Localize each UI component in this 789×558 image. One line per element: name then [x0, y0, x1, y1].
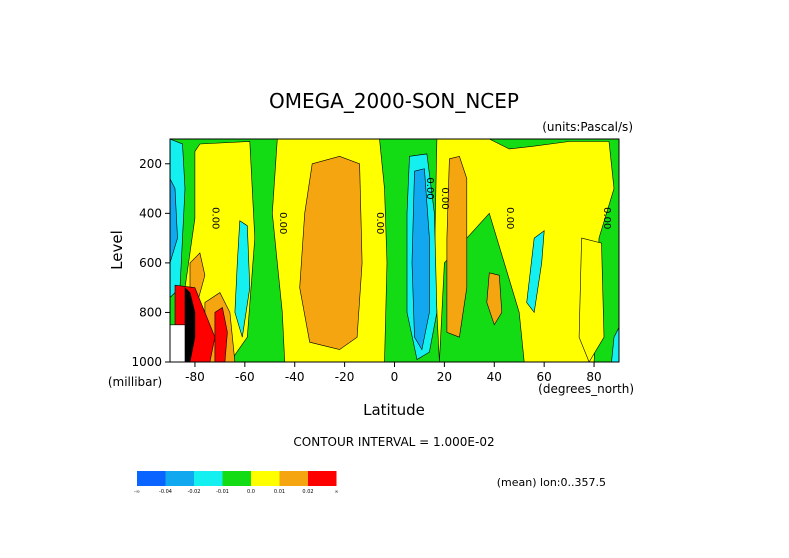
mean-text: (mean) lon:0..357.5 [497, 476, 606, 489]
contour-label: 0.00 [601, 207, 612, 229]
colorbar-bin [222, 471, 251, 486]
x-tick-label: -20 [335, 370, 355, 384]
chart-title: OMEGA_2000-SON_NCEP [269, 89, 519, 113]
colorbar-bin [308, 471, 337, 486]
x-tick-label: 80 [586, 370, 601, 384]
x-axis-label: Latitude [363, 401, 425, 419]
colorbar-label: 0.02 [302, 489, 313, 495]
contour-label: 0.00 [439, 187, 450, 209]
colorbar-bin [279, 471, 308, 486]
contour-region [170, 178, 178, 263]
contour-region [170, 139, 186, 299]
y-tick-label: 800 [139, 305, 162, 319]
x-tick-label: 40 [487, 370, 502, 384]
contour-region [170, 324, 186, 362]
y-tick-label: 1000 [131, 355, 162, 369]
x-axis: -80 -60 -40 -20 0 20 40 60 80 [185, 362, 602, 384]
colorbar-end-label: ∞ [334, 489, 338, 495]
plot-area [170, 139, 619, 362]
colorbar-label: -∞ [134, 489, 140, 495]
x-tick-label: 20 [437, 370, 452, 384]
contour-label: 0.00 [424, 177, 435, 199]
contour-region [214, 307, 228, 362]
colorbar-bin [194, 471, 223, 486]
contour-label: 0.00 [374, 212, 385, 234]
contour-label: 0.00 [277, 212, 288, 234]
colorbar: -∞ -0.04 -0.02 -0.01 0.0 0.01 0.02 ∞ [134, 471, 339, 495]
contour-region [446, 155, 468, 338]
y-tick-label: 600 [139, 256, 162, 270]
x-tick-label: -40 [285, 370, 305, 384]
y-axis: 200 400 600 800 1000 [131, 157, 170, 369]
contour-label: 0.00 [209, 207, 220, 229]
colorbar-label: -0.04 [159, 489, 172, 495]
units-label: (units:Pascal/s) [542, 120, 633, 134]
colorbar-label: 0.0 [247, 489, 255, 495]
x-unit-label: (degrees_north) [538, 382, 634, 396]
contour-region [611, 327, 619, 362]
contour-region [411, 168, 430, 351]
y-unit-label: (millibar) [108, 375, 162, 389]
x-tick-label: 0 [391, 370, 399, 384]
colorbar-label: 0.01 [274, 489, 285, 495]
colorbar-bin [137, 471, 166, 486]
contour-region [578, 237, 605, 362]
x-tick-label: -80 [185, 370, 205, 384]
y-axis-label: Level [108, 230, 126, 270]
colorbar-bin [165, 471, 194, 486]
x-tick-label: -60 [235, 370, 255, 384]
colorbar-label: -0.02 [188, 489, 201, 495]
y-tick-label: 200 [139, 157, 162, 171]
contour-region [234, 220, 251, 338]
contour-labels: 0.00 0.00 0.00 0.00 0.00 0.00 0.00 [209, 177, 612, 234]
contour-interval-text: CONTOUR INTERVAL = 1.000E-02 [293, 435, 494, 449]
contour-region [486, 272, 503, 326]
contour-label: 0.00 [504, 207, 515, 229]
colorbar-bin [251, 471, 280, 486]
x-tick-label: 60 [537, 370, 552, 384]
contour-region [299, 155, 363, 350]
contour-region [526, 230, 545, 314]
y-tick-label: 400 [139, 206, 162, 220]
colorbar-label: -0.01 [216, 489, 229, 495]
contour-region [184, 286, 196, 362]
